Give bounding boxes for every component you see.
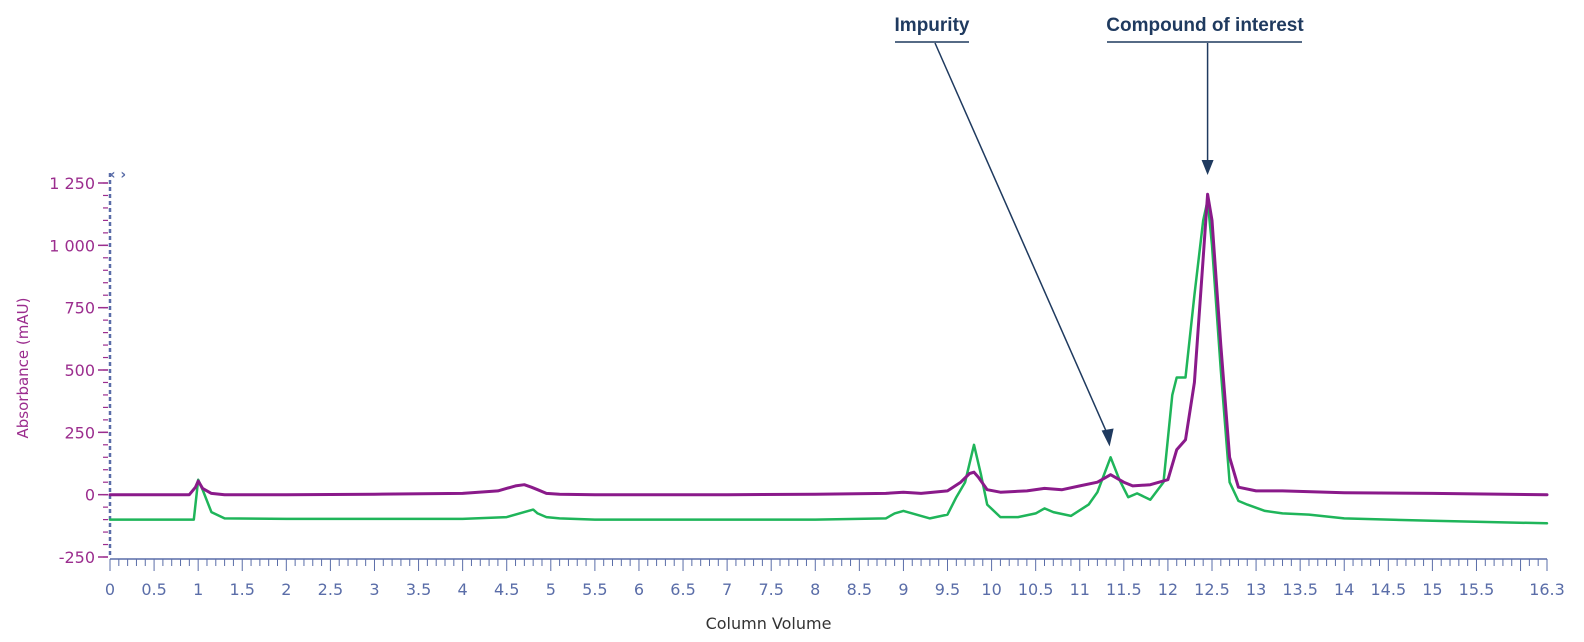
annotation-compound-arrowhead [1201, 160, 1214, 175]
x-tick-label: 2 [281, 580, 291, 599]
series-line-1 [108, 192, 1549, 497]
annotation-impurity-label: Impurity [895, 15, 970, 36]
x-tick-label: 14 [1334, 580, 1354, 599]
y-tick-label: -250 [59, 548, 95, 567]
x-tick-label: 3 [369, 580, 379, 599]
y-tick-label: 500 [64, 361, 95, 380]
annotation-impurity-arrowhead [1101, 428, 1114, 447]
annotation-compound-label: Compound of interest [1106, 15, 1304, 36]
x-tick-label: 3.5 [406, 580, 431, 599]
axis-cursor-icon: ‹ › [110, 167, 126, 183]
x-tick-label: 2.5 [318, 580, 343, 599]
y-tick-label: 250 [64, 423, 95, 442]
x-tick-label: 7 [722, 580, 732, 599]
x-tick-label: 12.5 [1194, 580, 1230, 599]
y-axis-title: Absorbance (mAU) [14, 298, 32, 439]
x-tick-label: 11 [1070, 580, 1090, 599]
annotation-impurity-arrow [934, 42, 1109, 435]
x-tick-label: 15.5 [1459, 580, 1495, 599]
x-tick-label: 4.5 [494, 580, 519, 599]
x-tick-label: 14.5 [1371, 580, 1407, 599]
x-tick-label: 1 [193, 580, 203, 599]
x-axis-title: Column Volume [706, 614, 832, 633]
x-tick-label: 15 [1422, 580, 1442, 599]
series-line-2 [108, 199, 1549, 525]
y-tick-label: 1 250 [49, 174, 95, 193]
x-tick-label: 7.5 [758, 580, 783, 599]
x-tick-label: 0.5 [141, 580, 166, 599]
x-tick-label: 5.5 [582, 580, 607, 599]
x-tick-label: 8 [810, 580, 820, 599]
x-tick-label: 4 [458, 580, 468, 599]
y-tick-label: 1 000 [49, 236, 95, 255]
x-tick-label: 1.5 [230, 580, 255, 599]
x-tick-label: 10 [981, 580, 1001, 599]
x-tick-label: 6.5 [670, 580, 695, 599]
x-tick-label: 16.3 [1529, 580, 1565, 599]
x-tick-label: 9.5 [935, 580, 960, 599]
x-tick-label: 10.5 [1018, 580, 1054, 599]
x-tick-label: 0 [105, 580, 115, 599]
x-tick-label: 13.5 [1282, 580, 1318, 599]
x-tick-label: 11.5 [1106, 580, 1142, 599]
x-tick-label: 8.5 [847, 580, 872, 599]
y-tick-label: 0 [85, 486, 95, 505]
x-tick-label: 9 [898, 580, 908, 599]
x-tick-label: 6 [634, 580, 644, 599]
y-tick-label: 750 [64, 299, 95, 318]
x-tick-label: 5 [546, 580, 556, 599]
x-tick-label: 13 [1246, 580, 1266, 599]
x-tick-label: 12 [1158, 580, 1178, 599]
